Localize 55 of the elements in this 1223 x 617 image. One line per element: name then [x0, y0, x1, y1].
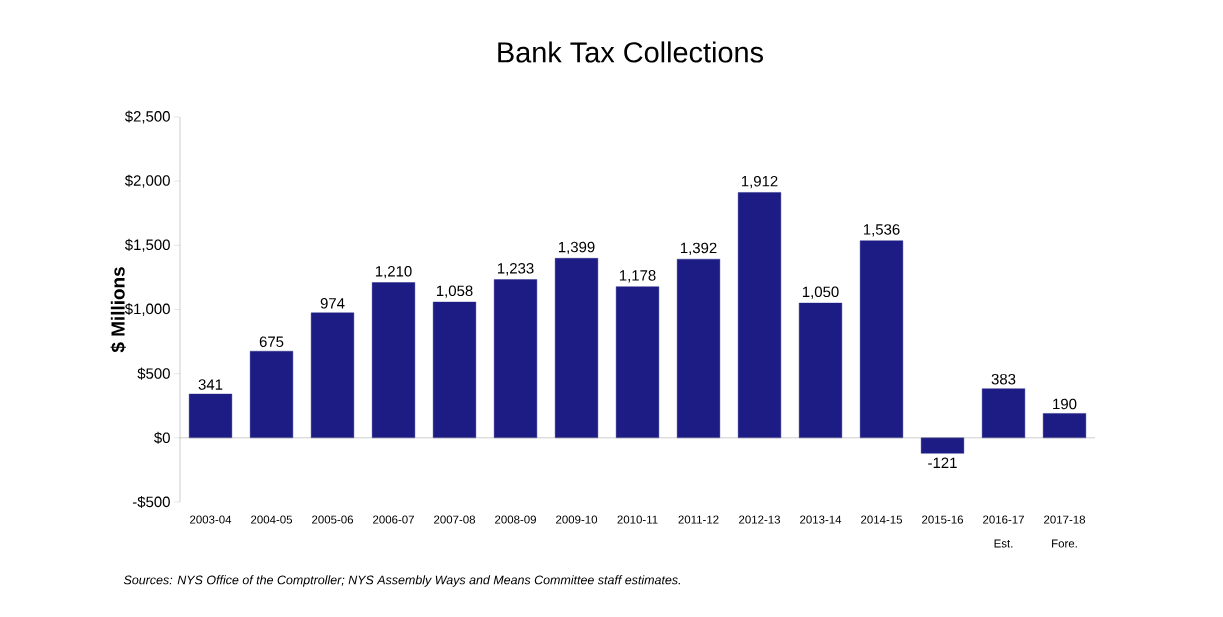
x-tick-label: 2004-05 — [251, 515, 293, 524]
y-tick-label: $2,500 — [124, 110, 170, 124]
y-tick-label: -$500 — [132, 495, 170, 509]
data-label: 1,392 — [680, 242, 717, 255]
data-label: 1,233 — [497, 263, 534, 276]
bar — [920, 437, 965, 454]
bar — [615, 286, 660, 439]
data-label: 1,210 — [375, 265, 412, 279]
bar — [188, 393, 233, 439]
bar — [554, 258, 599, 439]
y-axis-title: $ Millions — [110, 267, 126, 353]
data-label: 1,399 — [558, 241, 595, 255]
bar — [493, 279, 538, 439]
category-label: 2016-17 Est. — [983, 515, 1024, 548]
bar — [737, 192, 782, 439]
bar — [432, 301, 477, 439]
x-tick-label: 2010-11 — [617, 515, 658, 524]
y-tick-label: $0 — [154, 431, 170, 444]
data-label: 1,058 — [436, 285, 473, 298]
x-tick-label: 2003-04 — [190, 515, 232, 524]
bar — [859, 240, 904, 439]
x-tick-label: 2008-09 — [495, 515, 536, 524]
data-label: -121 — [928, 457, 957, 468]
y-tick-label: $1,500 — [124, 238, 170, 252]
bar — [798, 302, 843, 439]
y-tick-label: $500 — [137, 367, 170, 380]
x-tick-label: 2009-10 — [556, 515, 598, 524]
data-label: 1,536 — [863, 224, 900, 237]
bar — [676, 258, 721, 439]
x-tick-label: 2014-15 — [861, 515, 903, 524]
x-tick-label: 2015-16 — [922, 515, 964, 524]
y-tick-label: $1,000 — [124, 303, 170, 316]
x-tick-label: 2007-08 — [434, 515, 476, 524]
bar — [310, 312, 355, 439]
x-tick-label: 2011-12 — [678, 515, 719, 524]
data-label: 974 — [320, 298, 345, 309]
x-tick-label: 2006-07 — [373, 515, 414, 524]
data-label: 190 — [1053, 398, 1077, 410]
category-label: 2017-18 Fore. — [1044, 515, 1086, 548]
chart-title: Bank Tax Collections — [498, 41, 763, 63]
data-label: 383 — [991, 373, 1016, 385]
data-label: 675 — [259, 336, 284, 347]
x-tick-label: 2013-14 — [800, 515, 842, 524]
bar — [371, 282, 416, 439]
data-label: 1,050 — [802, 286, 839, 299]
x-tick-label: 2005-06 — [312, 515, 354, 524]
data-label: 1,912 — [741, 175, 778, 189]
bar — [981, 388, 1026, 439]
y-tick-label: $2,000 — [124, 174, 170, 188]
x-tick-label: 2012-13 — [739, 515, 781, 524]
bar — [249, 350, 294, 439]
bar — [1042, 413, 1087, 439]
data-label: 341 — [198, 379, 223, 390]
data-label: 1,178 — [619, 270, 656, 283]
source-note: Sources: NYS Office of the Comptroller; NYS Assembly Ways and Means Committee staff estimates. — [123, 575, 681, 587]
